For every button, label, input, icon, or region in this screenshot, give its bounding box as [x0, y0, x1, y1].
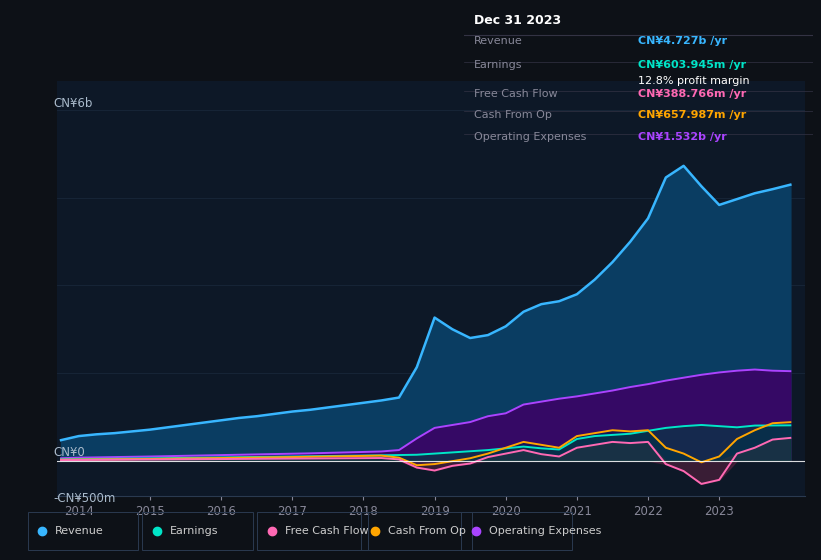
Text: CN¥1.532b /yr: CN¥1.532b /yr — [639, 132, 727, 142]
Bar — [360, 512, 472, 549]
Text: Revenue: Revenue — [475, 36, 523, 46]
Text: Earnings: Earnings — [475, 60, 523, 70]
Text: Cash From Op: Cash From Op — [475, 110, 553, 120]
Text: Dec 31 2023: Dec 31 2023 — [475, 14, 562, 27]
Text: CN¥657.987m /yr: CN¥657.987m /yr — [639, 110, 746, 120]
Bar — [258, 512, 369, 549]
Text: CN¥603.945m /yr: CN¥603.945m /yr — [639, 60, 746, 70]
Bar — [143, 512, 254, 549]
Bar — [461, 512, 572, 549]
Text: Cash From Op: Cash From Op — [388, 526, 466, 535]
Text: Revenue: Revenue — [55, 526, 103, 535]
Text: Free Cash Flow: Free Cash Flow — [285, 526, 369, 535]
Text: Free Cash Flow: Free Cash Flow — [475, 89, 558, 99]
Text: CN¥388.766m /yr: CN¥388.766m /yr — [639, 89, 746, 99]
Bar — [28, 512, 139, 549]
Text: Operating Expenses: Operating Expenses — [475, 132, 587, 142]
Text: 12.8% profit margin: 12.8% profit margin — [639, 76, 750, 86]
Text: CN¥6b: CN¥6b — [53, 97, 93, 110]
Text: CN¥0: CN¥0 — [53, 446, 85, 459]
Text: -CN¥500m: -CN¥500m — [53, 492, 116, 505]
Text: CN¥4.727b /yr: CN¥4.727b /yr — [639, 36, 727, 46]
Text: Operating Expenses: Operating Expenses — [489, 526, 601, 535]
Text: Earnings: Earnings — [170, 526, 218, 535]
